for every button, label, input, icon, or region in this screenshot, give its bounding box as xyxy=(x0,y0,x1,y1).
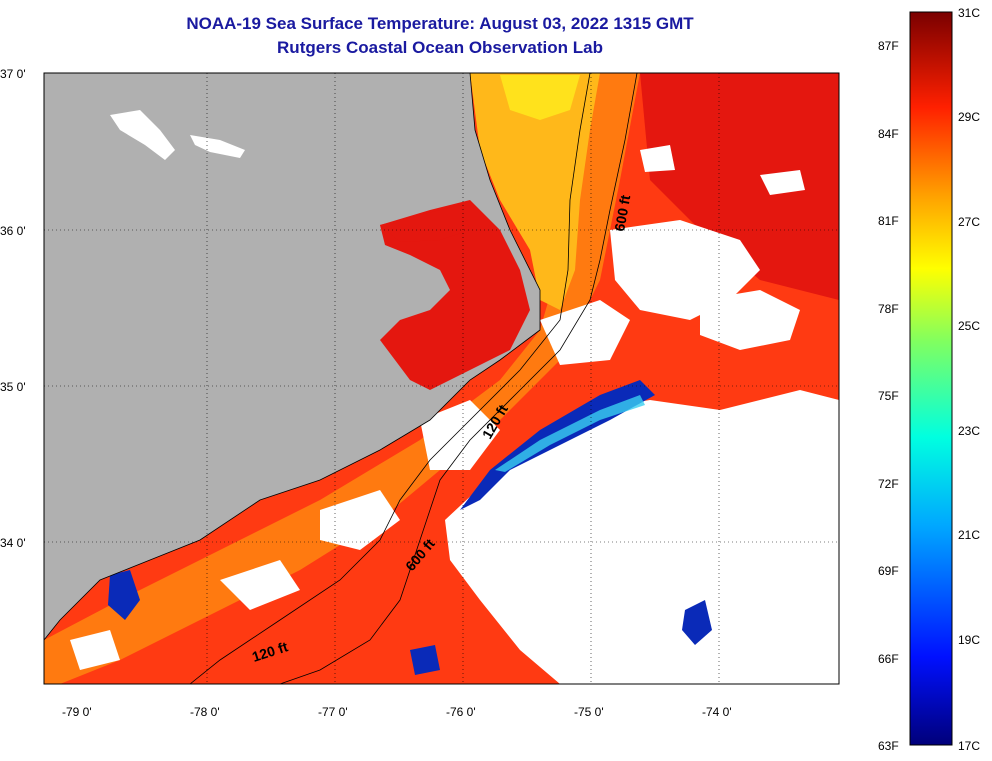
latitude-labels: 37 0' 36 0' 35 0' 34 0' xyxy=(0,67,26,550)
cold-patch-s xyxy=(410,645,440,675)
inland-water xyxy=(110,110,245,160)
coastline xyxy=(44,73,541,641)
celsius-label: 25C xyxy=(958,319,980,333)
celsius-label: 19C xyxy=(958,633,980,647)
sea-yellow-plume xyxy=(470,73,600,310)
fahrenheit-label: 72F xyxy=(878,477,899,491)
cloud-cover xyxy=(70,145,839,684)
fahrenheit-label: 87F xyxy=(878,39,899,53)
map-subtitle: Rutgers Coastal Ocean Observation Lab xyxy=(277,38,603,57)
celsius-label: 17C xyxy=(958,739,980,753)
lat-label: 35 0' xyxy=(0,380,26,394)
fahrenheit-label: 75F xyxy=(878,389,899,403)
colorbar-celsius-labels: 31C 29C 27C 25C 23C 21C 19C 17C xyxy=(958,6,980,753)
pamlico-sound xyxy=(380,200,530,390)
cold-patch-sw xyxy=(108,570,140,620)
contour-label-600ft-north: 600 ft xyxy=(611,193,633,232)
sea-hot-band xyxy=(640,73,839,300)
lat-label: 34 0' xyxy=(0,536,26,550)
fahrenheit-label: 63F xyxy=(878,739,899,753)
contour-120ft-line xyxy=(189,73,591,684)
celsius-label: 29C xyxy=(958,110,980,124)
lon-label: -74 0' xyxy=(702,705,732,719)
fahrenheit-label: 66F xyxy=(878,652,899,666)
cold-front-edge xyxy=(495,395,645,472)
sea-yellow-core xyxy=(500,75,580,120)
lon-label: -76 0' xyxy=(446,705,476,719)
map-title: NOAA-19 Sea Surface Temperature: August … xyxy=(186,14,694,33)
celsius-label: 31C xyxy=(958,6,980,20)
fahrenheit-label: 78F xyxy=(878,302,899,316)
cold-patch-se xyxy=(682,600,712,645)
colorbar xyxy=(909,11,953,746)
plot-frame xyxy=(43,72,840,685)
contour-600ft-line xyxy=(279,73,638,684)
fahrenheit-label: 84F xyxy=(878,127,899,141)
lon-label: -75 0' xyxy=(574,705,604,719)
lon-label: -79 0' xyxy=(62,705,92,719)
lon-label: -78 0' xyxy=(190,705,220,719)
lat-label: 37 0' xyxy=(0,67,26,81)
graticule xyxy=(44,73,839,684)
celsius-label: 23C xyxy=(958,424,980,438)
lat-label: 36 0' xyxy=(0,224,26,238)
celsius-label: 21C xyxy=(958,528,980,542)
fahrenheit-label: 69F xyxy=(878,564,899,578)
albemarle-sound xyxy=(380,205,470,242)
colorbar-fahrenheit-labels: 87F 84F 81F 78F 75F 72F 69F 66F 63F xyxy=(878,39,899,753)
celsius-label: 27C xyxy=(958,215,980,229)
lon-label: -77 0' xyxy=(318,705,348,719)
fahrenheit-label: 81F xyxy=(878,214,899,228)
longitude-labels: -79 0' -78 0' -77 0' -76 0' -75 0' -74 0… xyxy=(62,705,732,719)
